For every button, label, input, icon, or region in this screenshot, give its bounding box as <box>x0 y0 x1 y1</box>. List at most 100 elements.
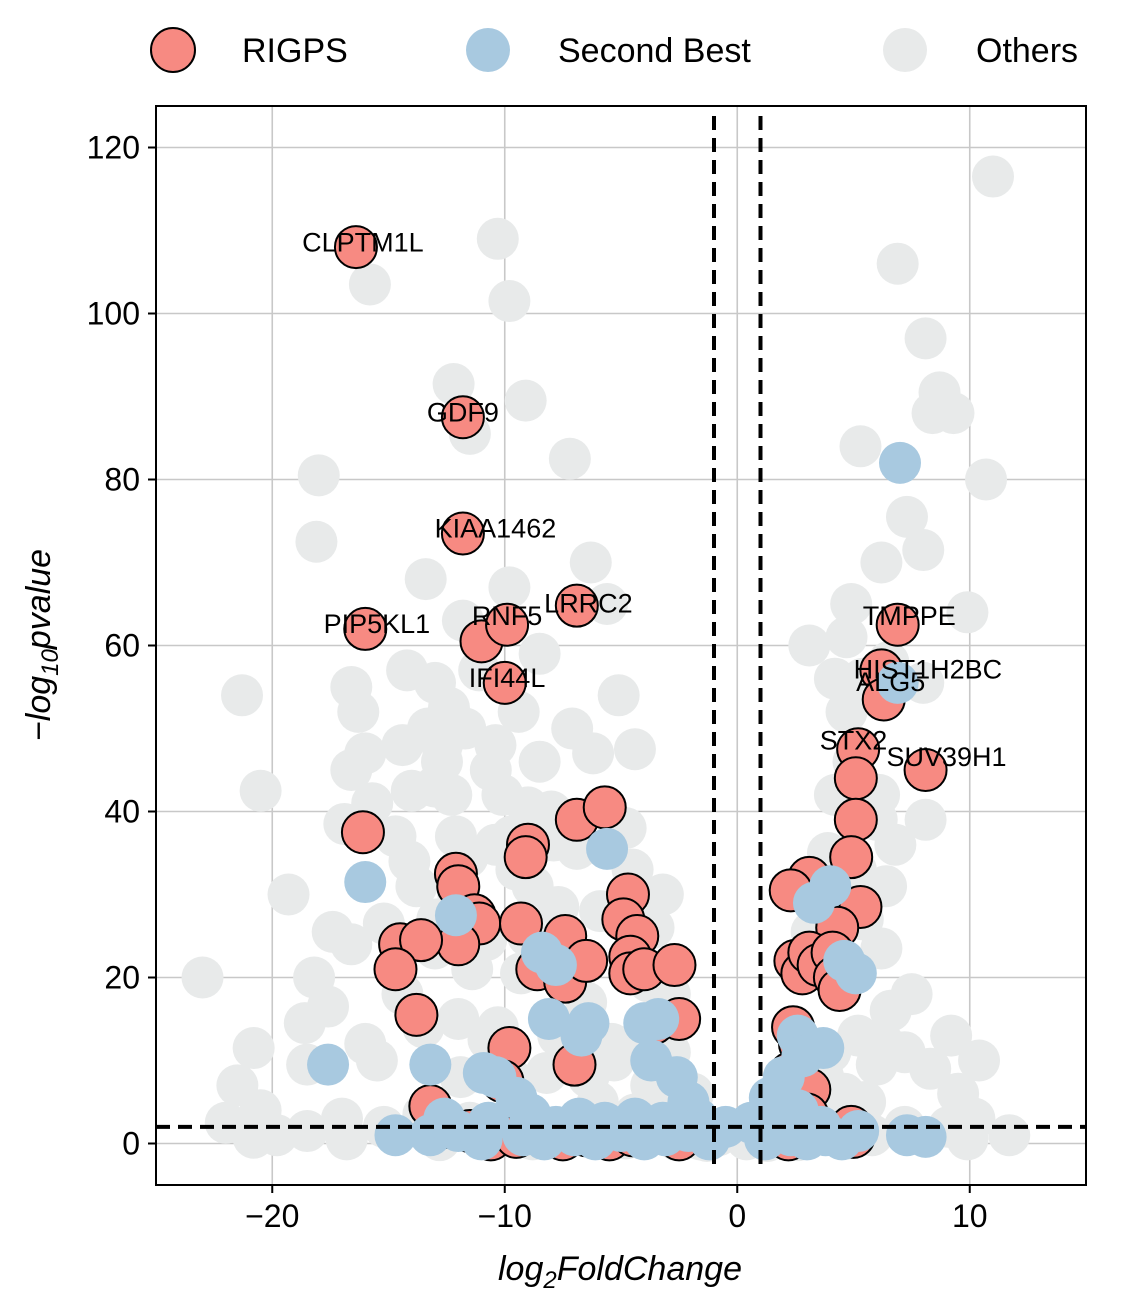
point-others[interactable] <box>476 217 519 260</box>
point-second-best[interactable] <box>837 1110 880 1153</box>
point-second-best[interactable] <box>434 894 477 937</box>
point-second-best[interactable] <box>834 952 877 995</box>
point-second-best[interactable] <box>467 1101 510 1144</box>
point-second-best[interactable] <box>879 441 921 484</box>
point-others[interactable] <box>504 379 547 422</box>
point-rigps[interactable] <box>903 748 948 792</box>
point-others[interactable] <box>283 1002 326 1045</box>
point-others[interactable] <box>488 280 531 323</box>
point-others[interactable] <box>216 1064 259 1107</box>
point-rigps[interactable] <box>440 511 485 556</box>
point-others[interactable] <box>221 674 264 717</box>
point-others[interactable] <box>830 583 873 625</box>
legend-item-second-best[interactable]: Second Best <box>466 28 751 72</box>
point-second-best[interactable] <box>344 861 387 904</box>
point-others[interactable] <box>518 632 561 675</box>
point-others[interactable] <box>297 454 340 497</box>
point-others[interactable] <box>325 1118 368 1161</box>
point-others[interactable] <box>432 363 475 406</box>
point-rigps[interactable] <box>833 797 878 842</box>
point-rigps[interactable] <box>499 901 544 946</box>
point-others[interactable] <box>572 732 615 775</box>
point-second-best[interactable] <box>792 881 835 924</box>
point-others[interactable] <box>348 263 391 306</box>
point-others[interactable] <box>641 873 684 916</box>
point-second-best[interactable] <box>637 998 680 1040</box>
point-others[interactable] <box>232 1027 275 1070</box>
point-others[interactable] <box>988 1114 1031 1157</box>
point-rigps[interactable] <box>399 918 444 963</box>
point-second-best[interactable] <box>876 661 919 704</box>
point-rigps[interactable] <box>875 602 920 647</box>
point-others[interactable] <box>953 1097 996 1140</box>
point-others[interactable] <box>904 798 947 841</box>
point-rigps[interactable] <box>652 943 697 988</box>
point-others[interactable] <box>932 392 975 435</box>
point-others[interactable] <box>469 749 512 791</box>
point-others[interactable] <box>876 242 919 285</box>
point-others[interactable] <box>788 624 831 667</box>
point-others[interactable] <box>390 769 433 812</box>
point-others[interactable] <box>902 529 945 572</box>
legend-item-rigps[interactable]: RIGPS <box>150 27 348 73</box>
point-second-best[interactable] <box>560 1014 603 1057</box>
point-others[interactable] <box>862 1022 905 1065</box>
point-others[interactable] <box>972 155 1014 198</box>
point-others[interactable] <box>909 1047 952 1090</box>
point-others[interactable] <box>381 724 424 767</box>
point-others[interactable] <box>420 740 463 783</box>
point-others[interactable] <box>430 773 473 816</box>
point-rigps[interactable] <box>485 602 530 647</box>
point-second-best[interactable] <box>527 998 570 1040</box>
point-second-best[interactable] <box>409 1043 452 1086</box>
legend-item-others[interactable]: Others <box>883 28 1078 72</box>
point-rigps[interactable] <box>503 835 548 880</box>
point-rigps[interactable] <box>394 992 439 1037</box>
point-others[interactable] <box>860 541 903 584</box>
point-others[interactable] <box>355 1039 398 1082</box>
point-rigps[interactable] <box>340 810 385 855</box>
point-others[interactable] <box>181 956 224 999</box>
point-rigps[interactable] <box>482 660 527 705</box>
point-second-best[interactable] <box>802 1027 845 1070</box>
point-others[interactable] <box>569 541 612 584</box>
point-rigps[interactable] <box>554 583 599 628</box>
point-rigps[interactable] <box>582 785 627 830</box>
point-others[interactable] <box>825 690 868 733</box>
point-others[interactable] <box>965 458 1008 501</box>
point-others[interactable] <box>427 686 470 729</box>
point-others[interactable] <box>890 973 933 1016</box>
point-others[interactable] <box>434 815 477 858</box>
point-others[interactable] <box>295 520 338 563</box>
point-rigps[interactable] <box>373 947 418 992</box>
point-others[interactable] <box>488 566 531 609</box>
point-others[interactable] <box>825 616 868 659</box>
point-others[interactable] <box>330 749 373 791</box>
point-others[interactable] <box>337 690 380 733</box>
point-second-best[interactable] <box>904 1115 947 1158</box>
point-second-best[interactable] <box>374 1114 417 1157</box>
point-rigps[interactable] <box>440 395 485 440</box>
point-others[interactable] <box>885 495 928 538</box>
point-rigps[interactable] <box>333 225 378 270</box>
point-second-best[interactable] <box>667 1110 710 1153</box>
point-others[interactable] <box>839 425 882 468</box>
point-others[interactable] <box>255 1114 298 1157</box>
point-others[interactable] <box>267 873 310 916</box>
point-others[interactable] <box>330 923 373 966</box>
point-others[interactable] <box>958 1039 1001 1082</box>
point-others[interactable] <box>946 591 989 634</box>
point-others[interactable] <box>518 740 561 783</box>
point-others[interactable] <box>395 865 438 908</box>
point-others[interactable] <box>930 1014 973 1057</box>
point-others[interactable] <box>404 558 447 601</box>
point-others[interactable] <box>548 437 591 480</box>
point-rigps[interactable] <box>833 756 878 801</box>
point-others[interactable] <box>293 956 336 999</box>
point-rigps[interactable] <box>343 606 388 651</box>
point-others[interactable] <box>613 728 656 771</box>
point-others[interactable] <box>374 815 417 858</box>
point-second-best[interactable] <box>534 944 577 987</box>
point-others[interactable] <box>386 649 429 692</box>
point-others[interactable] <box>239 769 282 812</box>
